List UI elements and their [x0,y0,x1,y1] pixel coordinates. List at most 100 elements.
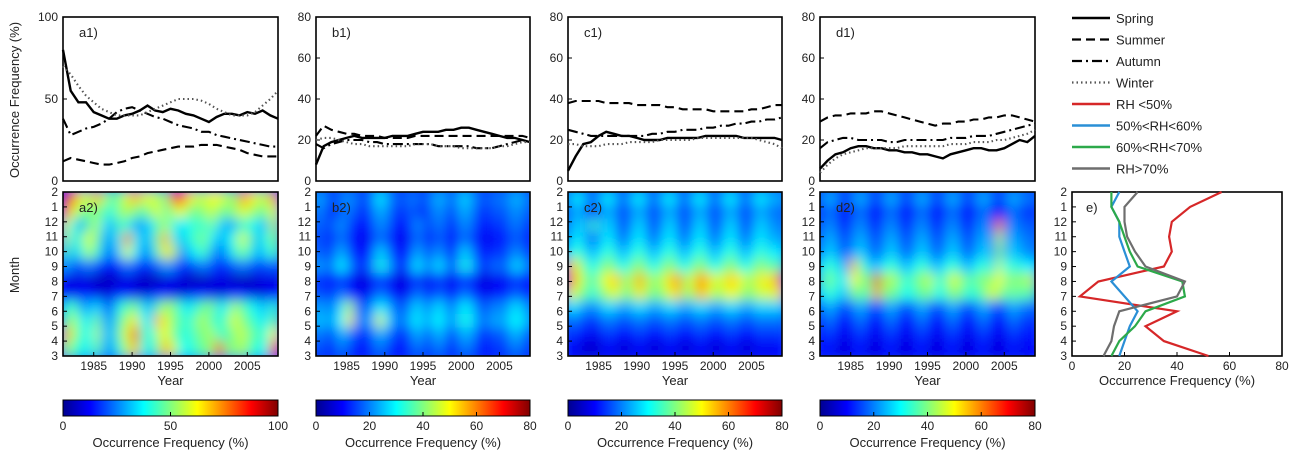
heatmap-cell [138,314,149,330]
heatmap-cell [452,286,463,303]
heatmap-cell [92,192,103,207]
heatmap-cell [238,232,249,248]
heatmap-cell [376,232,386,248]
heatmap-cell [345,286,356,303]
heatmap-cell [215,232,226,248]
heatmap-cell [460,192,470,207]
heatmap-cell [704,259,715,275]
heatmap-cell [918,232,929,248]
heatmap-cell [192,314,203,330]
heatmap-cell [964,192,975,207]
heatmap-cell [513,204,524,221]
heatmap-cell [719,327,730,344]
heatmap-cell [460,314,470,330]
heatmap-cell [568,286,577,303]
heatmap-cell [735,314,745,330]
heatmap-cell [934,314,944,330]
plot-frame [315,16,531,182]
heatmap-cell [696,204,707,221]
heatmap-field [820,192,1035,356]
heatmap-cell [414,314,424,330]
heatmap-cell [92,245,103,262]
heatmap-cell [574,232,585,248]
month-tick-label: 9 [808,260,815,274]
heatmap-cell [857,273,868,289]
heatmap-cell [949,204,960,221]
top-ylabel: Occurrence Frequency (%) [7,22,22,178]
heatmap-cell [177,341,187,356]
heatmap-cell [92,273,103,289]
heatmap-cell [345,245,356,262]
heatmap-cell [376,204,386,221]
heatmap-cell [77,204,88,221]
heatmap-cell [316,259,325,275]
heatmap-cell [987,327,998,344]
panel-label: b1) [332,25,351,40]
heatmap-cell [834,341,845,356]
heatmap-cell [360,259,371,275]
heatmap-cell [322,259,333,275]
heatmap-cell [704,232,715,248]
heatmap-cell [758,245,768,262]
heatmap-cell [192,204,203,221]
heatmap-cell [834,204,845,221]
heatmap-cell [941,286,952,303]
heatmap-cell [888,300,898,316]
heatmap-cell [574,327,585,344]
heatmap-cell [666,245,676,262]
heatmap-cell [735,204,745,221]
heatmap-cell [628,341,638,356]
year-tick-label: 1985 [585,359,612,373]
heatmap-cell [834,232,845,248]
heatmap-cell [1011,204,1021,221]
heatmap-cell [696,218,707,234]
heatmap-cell [826,327,837,344]
heatmap-cell [719,245,730,262]
heatmap-cell [399,192,409,207]
heatmap-cell [704,327,715,344]
heatmap-cell [131,300,141,316]
heatmap-cell [444,327,455,344]
heatmap-cell [230,192,241,207]
panel-label: d2) [836,200,855,215]
heatmap-cell [322,286,333,303]
heatmap-cell [108,192,118,207]
heatmap-cell [123,300,134,316]
heatmap-cell [735,218,745,234]
heatmap-cell [605,204,615,221]
month-tick-label: 4 [808,334,815,348]
heatmap-cell [131,314,141,330]
heatmap-cell [177,286,187,303]
heatmap-cell [612,245,623,262]
heatmap-cell [460,327,470,344]
heatmap-cell [192,300,203,316]
heatmap-cell [422,192,432,207]
heatmap-cell [368,259,379,275]
heatmap-cell [620,192,631,207]
heatmap-cell [719,286,730,303]
heatmap-cell [146,259,157,275]
heatmap-cell [658,204,669,221]
heatmap-cell [872,273,883,289]
heatmap-cell [85,341,95,356]
heatmap-cell [406,192,417,207]
heatmap-cell [612,259,623,275]
heatmap-cell [903,300,914,316]
heatmap-cell [376,286,386,303]
heatmap-cell [483,300,493,316]
heatmap-cell [941,327,952,344]
heatmap-cell [589,314,600,330]
heatmap-cell [422,327,432,344]
heatmap-cell [184,314,195,330]
colorbar-tick-label: 0 [817,419,824,433]
heatmap-cell [207,286,218,303]
heatmap-cell [773,204,782,221]
heatmap-cell [368,341,379,356]
heatmap-cell [926,300,937,316]
heatmap-cell [131,192,141,207]
heatmap-cell [674,192,684,207]
year-tick-label: 1990 [371,359,398,373]
heatmap-cell [100,300,111,316]
heatmap-cell [337,314,348,330]
heatmap-cell [483,259,493,275]
